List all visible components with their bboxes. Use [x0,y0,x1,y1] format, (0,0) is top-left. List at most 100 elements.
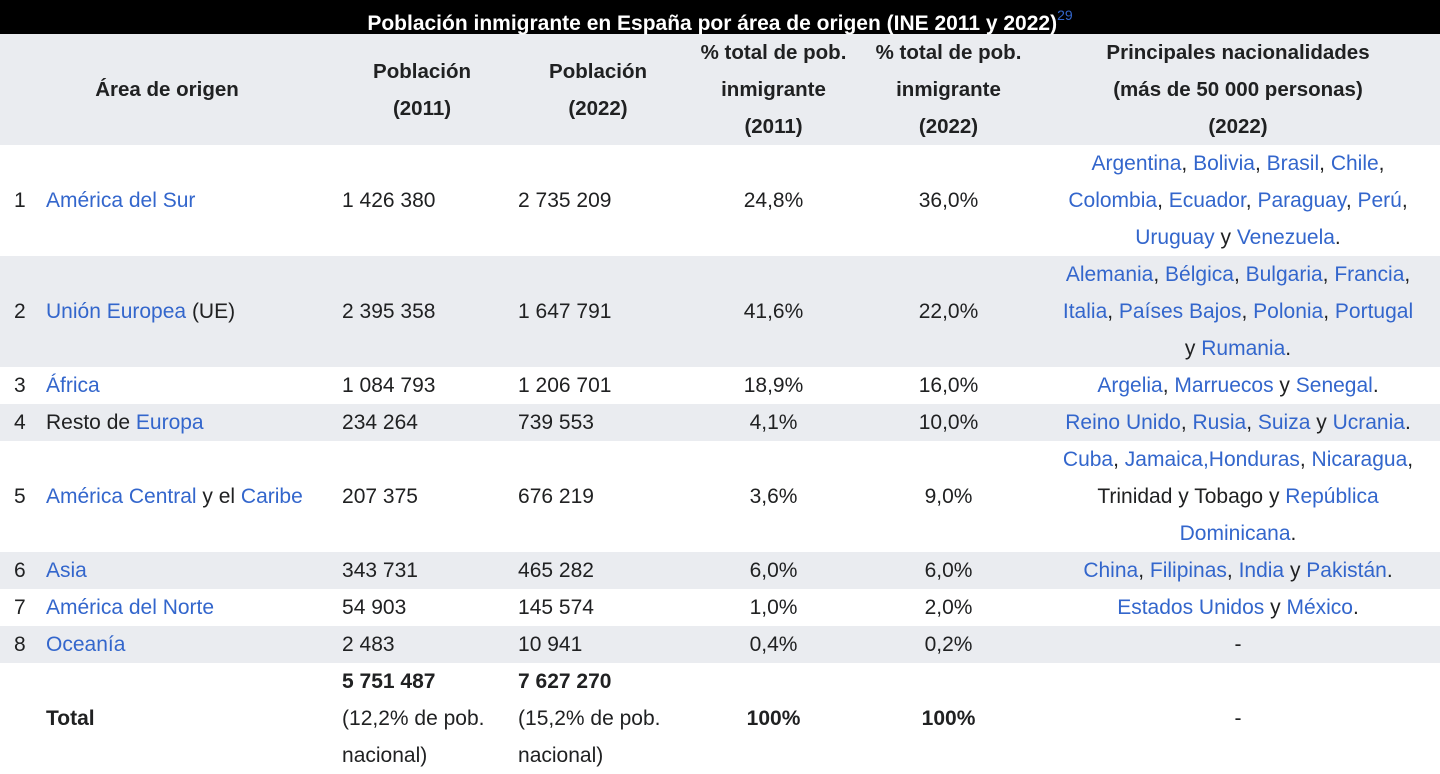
table-row: 7 América del Norte 54 903 145 574 1,0% 2,0% E… [0,589,1440,626]
nationalities-cell: Reino Unido, Rusia, Suiza y Ucrania. [1036,404,1440,441]
nationality-link[interactable]: Italia [1062,300,1108,323]
nationality-link[interactable]: Chile [1330,152,1379,175]
nationality-separator: , [1181,152,1194,175]
nationality-link[interactable]: Suiza [1257,411,1311,434]
nationality-separator: y [1284,559,1307,582]
population-2022: 676 219 [518,485,594,508]
total-row: Total 5 751 487 (12,2% de pob. nacional) 7 6… [0,663,1440,774]
area-link[interactable]: África [46,374,100,397]
area-link[interactable]: América del Norte [46,596,215,619]
total-pop-2011-note-2: nacional) [342,744,428,767]
total-pop-2022-note-2: nacional) [518,744,604,767]
nationality-link[interactable]: Bolivia [1193,152,1255,175]
nationalities-line: China, Filipinas, India y Pakistán. [1038,552,1438,589]
nationalities-cell: Argelia, Marruecos y Senegal. [1036,367,1440,404]
nationality-link[interactable]: Jamaica,Honduras [1124,448,1300,471]
nationality-separator: . [1290,522,1297,545]
nationality-separator: . [1386,559,1393,582]
percent-2011: 4,1% [686,404,862,441]
table-caption: Población inmigrante en España por área … [0,0,1440,35]
nationality-separator: . [1285,337,1292,360]
nationality-separator: , [1254,152,1267,175]
area-link[interactable]: América del Sur [46,189,196,212]
area-link-secondary[interactable]: Caribe [240,485,303,508]
nationality-link[interactable]: Polonia [1253,300,1324,323]
nationality-link[interactable]: India [1238,559,1285,582]
table-row: 1 América del Sur 1 426 380 2 735 209 24,8% 3… [0,145,1440,256]
nationality-link[interactable]: Paraguay [1257,189,1346,212]
nationality-separator: , [1113,448,1125,471]
area-link[interactable]: Unión Europea [46,300,187,323]
table-row: 6 Asia 343 731 465 282 6,0% 6,0% China, Filipi… [0,552,1440,589]
nationality-link[interactable]: China [1083,559,1139,582]
nationality-link[interactable]: Venezuela [1236,226,1335,249]
nationality-link[interactable]: Perú [1357,189,1402,212]
nationality-link[interactable]: Francia [1334,263,1405,286]
nationalities-line: Colombia, Ecuador, Paraguay, Perú, [1038,182,1438,219]
area-prefix: Resto de [46,411,136,434]
table-row: 3 África 1 084 793 1 206 701 18,9% 16,0% Argel… [0,367,1440,404]
total-pop-2022-note-1: (15,2% de pob. [518,707,661,730]
nationality-separator: . [1404,411,1411,434]
population-2022: 739 553 [510,404,687,441]
header-pct-2022[interactable]: % total de pob. inmigrante (2022) [861,34,1037,145]
area-link[interactable]: Europa [135,411,204,434]
nationality-link[interactable]: Cuba [1062,448,1114,471]
nationality-separator: , [1241,300,1254,323]
area-link[interactable]: Asia [46,559,87,582]
percent-2011: 6,0% [686,552,862,589]
row-index: 8 [0,626,42,663]
area-cell: Oceanía [42,626,335,663]
nationality-link[interactable]: Rumania [1201,337,1286,360]
nationality-link[interactable]: Filipinas [1149,559,1227,582]
nationality-link[interactable]: Argentina [1091,152,1182,175]
nationality-link[interactable]: Uruguay [1135,226,1215,249]
nationality-link[interactable]: Marruecos [1174,374,1274,397]
population-2022: 1 206 701 [518,374,612,397]
nationality-link[interactable]: Reino Unido [1065,411,1181,434]
header-area[interactable]: Área de origen [0,34,335,145]
total-percent-2022: 100% [861,663,1036,774]
nationality-link[interactable]: Argelia [1097,374,1163,397]
nationality-link[interactable]: Dominicana [1179,522,1291,545]
nationalities-line: Trinidad y Tobago y República [1038,478,1438,515]
nationality-link[interactable]: Pakistán [1306,559,1387,582]
nationality-link[interactable]: Alemania [1065,263,1154,286]
nationality-link[interactable]: Ucrania [1332,411,1405,434]
nationality-separator: y [1273,374,1296,397]
row-index: 1 [14,189,26,212]
nationality-link[interactable]: Nicaragua [1311,448,1408,471]
nationality-link[interactable]: Colombia [1068,189,1158,212]
nationalities-cell: Cuba, Jamaica,Honduras, Nicaragua, Trinid… [1036,441,1440,552]
nationality-link[interactable]: Estados Unidos [1117,596,1265,619]
header-pop-2011[interactable]: Población (2011) [334,34,511,145]
nationality-link[interactable]: Bulgaria [1245,263,1323,286]
caption-text: Población inmigrante en España por área … [367,12,1058,35]
nationality-link[interactable]: Senegal [1295,374,1373,397]
nationality-link[interactable]: Países Bajos [1118,300,1242,323]
header-nationalities[interactable]: Principales nacionalidades (más de 50 00… [1036,34,1440,145]
percent-2022: 0,2% [861,626,1037,663]
nationality-link[interactable]: República [1285,485,1379,508]
caption-reference-link[interactable]: 29 [1057,7,1073,23]
nationality-link[interactable]: Bélgica [1165,263,1234,286]
nationality-separator: , [1323,300,1335,323]
area-link[interactable]: América Central [46,485,197,508]
header-pct-2022-line2: inmigrante [896,78,1001,101]
percent-2022: 36,0% [918,189,979,212]
nationality-link[interactable]: Rusia [1192,411,1247,434]
area-cell: América del Norte [42,589,334,626]
percent-2022: 16,0% [918,374,979,397]
header-pct-2011[interactable]: % total de pob. inmigrante (2011) [686,34,862,145]
total-population-2011: 5 751 487 (12,2% de pob. nacional) [334,663,510,774]
nationality-link[interactable]: México [1286,596,1353,619]
nationality-link[interactable]: Portugal [1334,300,1414,323]
nationality-separator: , [1157,189,1169,212]
percent-2011: 1,0% [749,596,798,619]
nationality-link[interactable]: Ecuador [1168,189,1246,212]
population-2022: 1 647 791 [510,256,687,367]
header-pop-2022-line2: (2022) [568,96,628,120]
nationality-link[interactable]: Brasil [1266,152,1320,175]
header-pop-2022[interactable]: Población (2022) [510,34,687,145]
area-link[interactable]: Oceanía [46,633,126,656]
